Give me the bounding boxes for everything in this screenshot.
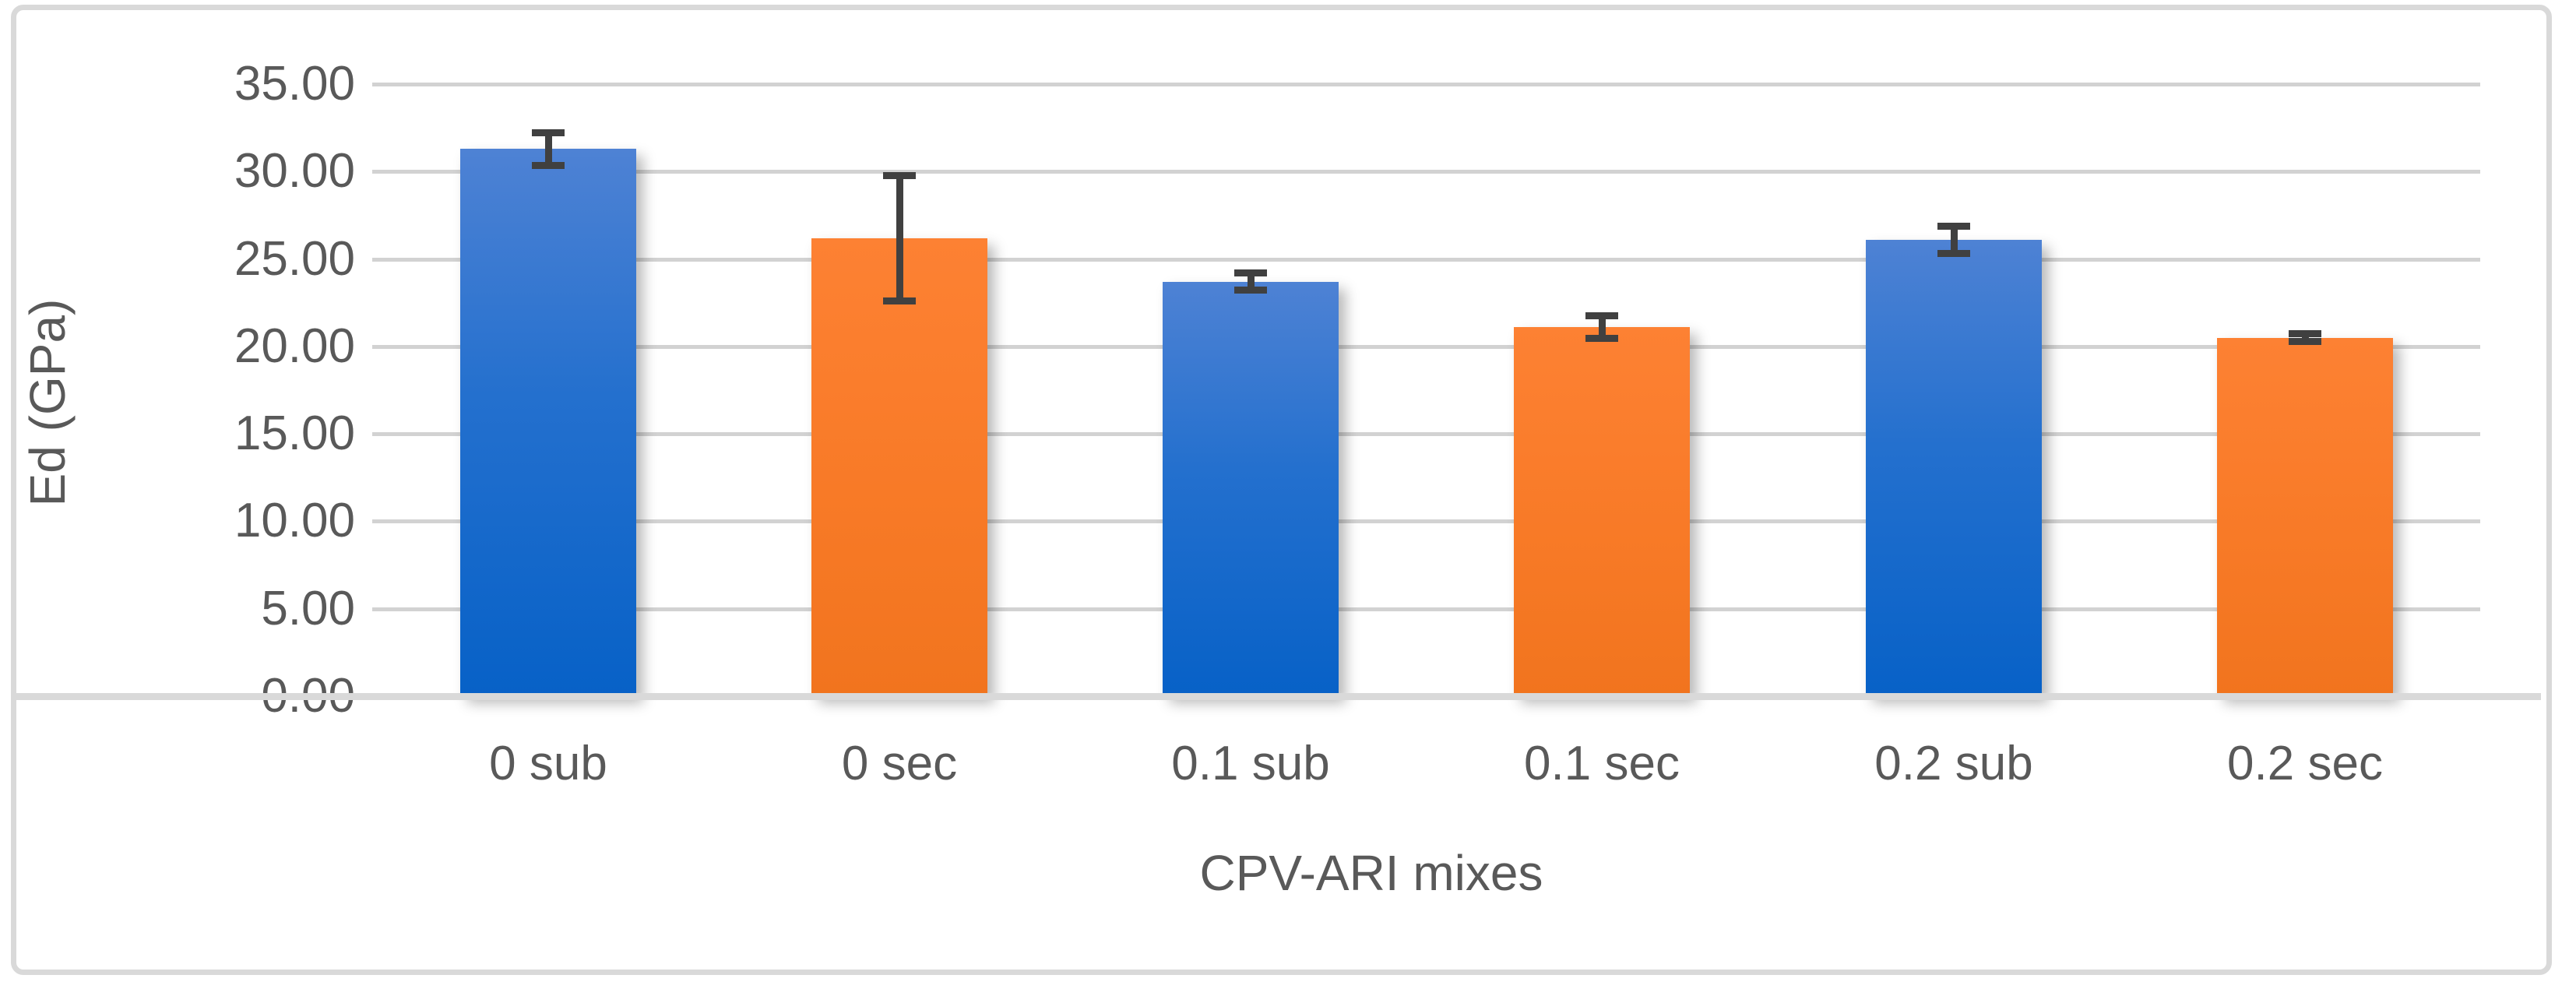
x-axis-title: CPV-ARI mixes (1199, 845, 1543, 901)
error-bar-0.2-sub-cap-bottom (1937, 250, 1970, 258)
error-bar-0-sub-cap-top (532, 128, 565, 136)
plot-area: 0.00 5.00 10.00 15.00 20.00 25.00 30.00 35.00 0 … (16, 10, 2546, 970)
y-tick-label: 30.00 (234, 144, 355, 199)
bar-0.2-sec (2217, 337, 2393, 696)
gridline-25 (372, 257, 2480, 262)
error-bar-0-sub-line (544, 130, 552, 167)
x-tick-label-0.1-sub: 0.1 sub (1171, 737, 1330, 790)
y-tick-label: 20.00 (234, 319, 355, 373)
error-bar-0.1-sec-cap-top (1585, 312, 1618, 320)
error-bar-0.2-sub-cap-top (1937, 222, 1970, 230)
chart-frame: 0.00 5.00 10.00 15.00 20.00 25.00 30.00 35.00 0 … (11, 5, 2552, 975)
error-bar-0.1-sub-cap-top (1234, 269, 1267, 277)
gridline-5 (372, 607, 2480, 611)
y-tick-label: 25.00 (234, 231, 355, 286)
error-bar-0.1-sec-cap-bottom (1585, 334, 1618, 342)
error-bar-0.1-sub-cap-bottom (1234, 287, 1267, 294)
x-tick-label-0.1-sec: 0.1 sec (1524, 737, 1680, 790)
gridline-35 (372, 83, 2480, 86)
bar-0.1-sec (1514, 327, 1690, 696)
y-tick-label: 15.00 (234, 406, 355, 461)
y-axis-title: Ed (GPa) (19, 298, 76, 507)
error-bar-0.2-sec-line (2301, 331, 2309, 344)
x-tick-label-0-sec: 0 sec (841, 737, 958, 790)
y-tick-label: 5.00 (261, 581, 355, 635)
error-bar-0.2-sub-line (1950, 223, 1958, 256)
gridline-15 (372, 432, 2480, 437)
gridline-30 (372, 170, 2480, 174)
y-tick-label: 35.00 (234, 57, 355, 111)
x-tick-label-0.2-sec: 0.2 sec (2227, 737, 2383, 790)
x-tick-label-0-sub: 0 sub (489, 737, 607, 790)
error-bar-0.2-sec-cap-bottom (2289, 338, 2321, 346)
error-bar-0.1-sub-line (1247, 271, 1255, 293)
error-bar-0-sec-cap-bottom (883, 297, 916, 304)
bar-0-sub (460, 149, 636, 696)
error-bar-0-sec-line (896, 173, 903, 303)
x-tick-label-0.2-sub: 0.2 sub (1874, 737, 2033, 790)
x-axis-line (16, 693, 2541, 700)
y-tick-label: 10.00 (234, 494, 355, 548)
bar-0.2-sub (1866, 239, 2042, 696)
bar-0-sec (811, 238, 987, 696)
error-bar-0.2-sec-cap-top (2289, 329, 2321, 337)
error-bar-0.1-sec-line (1598, 314, 1606, 340)
gridline-10 (372, 519, 2480, 524)
gridline-20 (372, 344, 2480, 349)
error-bar-0-sub-cap-bottom (532, 161, 565, 169)
bar-0.1-sub (1163, 281, 1339, 696)
error-bar-0-sec-cap-top (883, 171, 916, 179)
